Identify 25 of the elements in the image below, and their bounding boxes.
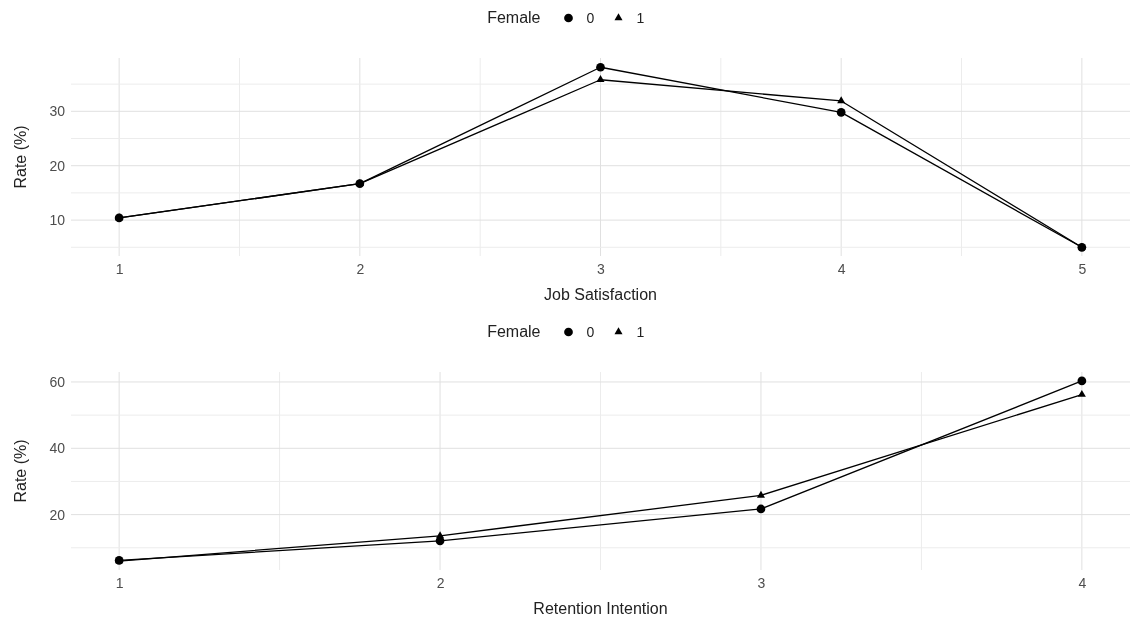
legend-label: 0 (586, 10, 595, 26)
x-tick-label: 4 (1078, 574, 1087, 591)
x-tick-label: 4 (837, 260, 846, 277)
y-axis-title: Rate (%) (12, 125, 29, 189)
y-tick-label: 30 (49, 103, 66, 120)
y-tick-label: 40 (49, 440, 66, 457)
x-tick-label: 2 (356, 260, 365, 277)
x-axis-title: Job Satisfaction (544, 286, 657, 303)
x-tick-label: 5 (1078, 260, 1087, 277)
y-tick-label: 60 (49, 373, 66, 390)
y-axis-title: Rate (%) (12, 439, 29, 503)
x-axis-title: Retention Intention (533, 600, 668, 617)
legend-label: 1 (636, 10, 645, 26)
y-tick-label: 20 (49, 506, 66, 523)
legend-label: 1 (636, 324, 645, 340)
y-tick-label: 10 (49, 212, 66, 229)
x-tick-label: 3 (597, 260, 606, 277)
legend-title: Female (487, 9, 541, 26)
legend-title: Female (487, 323, 541, 340)
x-tick-label: 3 (757, 574, 766, 591)
x-tick-label: 1 (115, 260, 124, 277)
x-tick-label: 1 (115, 574, 124, 591)
legend-label: 0 (586, 324, 595, 340)
y-tick-label: 20 (49, 157, 66, 174)
x-tick-label: 2 (436, 574, 445, 591)
